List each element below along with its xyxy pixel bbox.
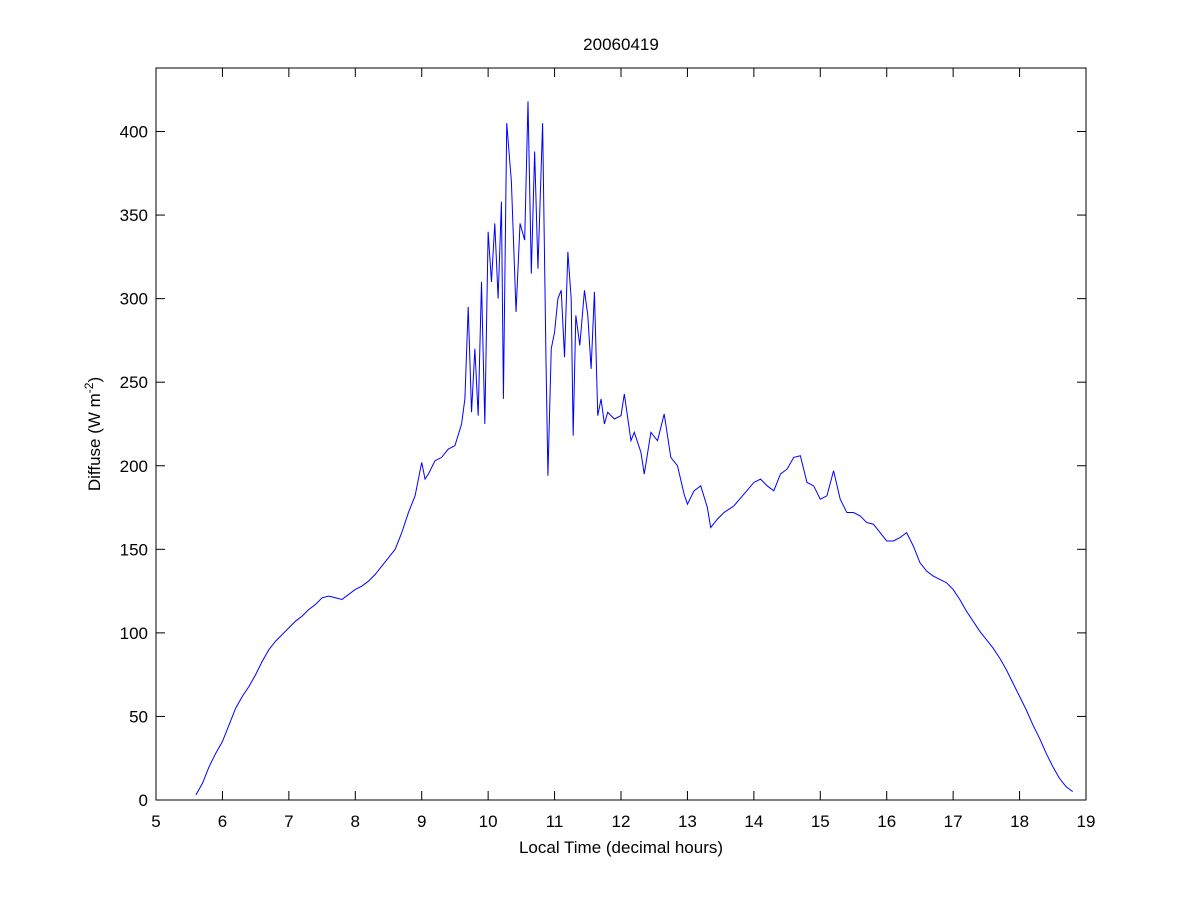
y-tick-label: 100: [120, 624, 148, 643]
y-tick-label: 300: [120, 290, 148, 309]
x-tick-label: 14: [744, 812, 763, 831]
x-tick-label: 11: [546, 812, 564, 831]
x-axis-label: Local Time (decimal hours): [519, 838, 723, 857]
x-tick-label: 15: [811, 812, 830, 831]
chart-title: 20060419: [583, 35, 659, 54]
y-label-text: Diffuse (W m: [85, 393, 104, 491]
x-tick-label: 6: [218, 812, 227, 831]
y-label-end: ): [85, 377, 104, 383]
x-tick-label: 17: [944, 812, 963, 831]
y-axis-label: Diffuse (W m-2): [82, 377, 104, 491]
x-tick-label: 7: [284, 812, 293, 831]
x-tick-label: 12: [612, 812, 631, 831]
x-tick-label: 10: [479, 812, 498, 831]
x-tick-label: 13: [678, 812, 697, 831]
y-tick-label: 400: [120, 123, 148, 142]
y-tick-label: 0: [139, 791, 148, 810]
y-tick-label: 350: [120, 206, 148, 225]
x-tick-label: 5: [151, 812, 160, 831]
x-tick-label: 9: [417, 812, 426, 831]
data-line: [195, 101, 1074, 796]
y-tick-label: 150: [120, 540, 148, 559]
x-tick-label: 19: [1077, 812, 1096, 831]
x-tick-label: 16: [877, 812, 896, 831]
y-label-sup: -2: [82, 382, 96, 393]
y-tick-label: 50: [129, 707, 148, 726]
x-tick-label: 8: [351, 812, 360, 831]
y-tick-label: 250: [120, 373, 148, 392]
y-tick-label: 200: [120, 457, 148, 476]
x-tick-label: 18: [1010, 812, 1029, 831]
